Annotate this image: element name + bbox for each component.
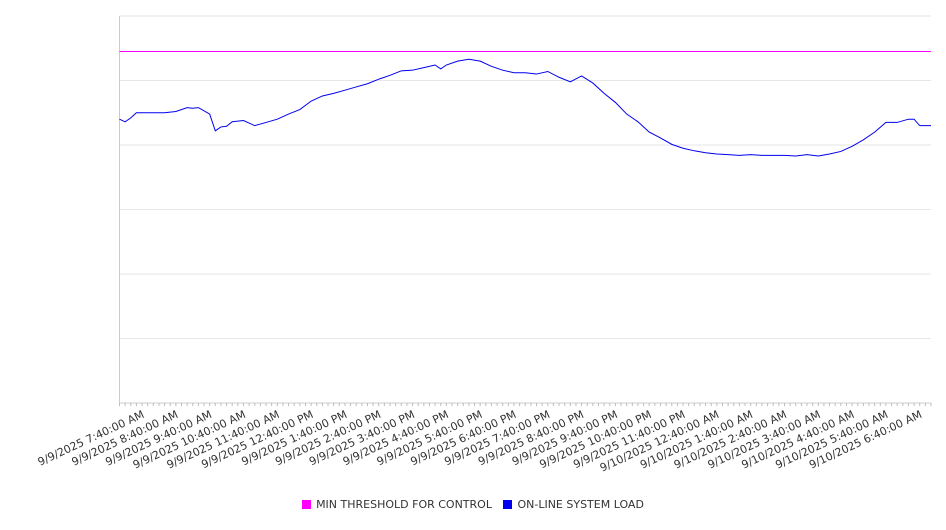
system-load-series-line — [119, 58, 931, 157]
legend-label-threshold: MIN THRESHOLD FOR CONTROL — [316, 498, 492, 511]
gridlines — [119, 15, 931, 339]
legend: MIN THRESHOLD FOR CONTROL ON-LINE SYSTEM… — [0, 498, 946, 511]
x-axis-tick-labels: 9/9/2025 7:40:00 AM9/9/2025 8:40:00 AM9/… — [36, 408, 924, 475]
legend-swatch-threshold — [302, 500, 312, 509]
legend-swatch-system-load — [503, 500, 513, 509]
legend-item-system-load[interactable]: ON-LINE SYSTEM LOAD — [503, 498, 644, 511]
x-axis-ticks — [119, 403, 932, 406]
plot-area — [119, 50, 931, 157]
legend-label-system-load: ON-LINE SYSTEM LOAD — [517, 498, 644, 511]
legend-item-threshold[interactable]: MIN THRESHOLD FOR CONTROL — [302, 498, 492, 511]
